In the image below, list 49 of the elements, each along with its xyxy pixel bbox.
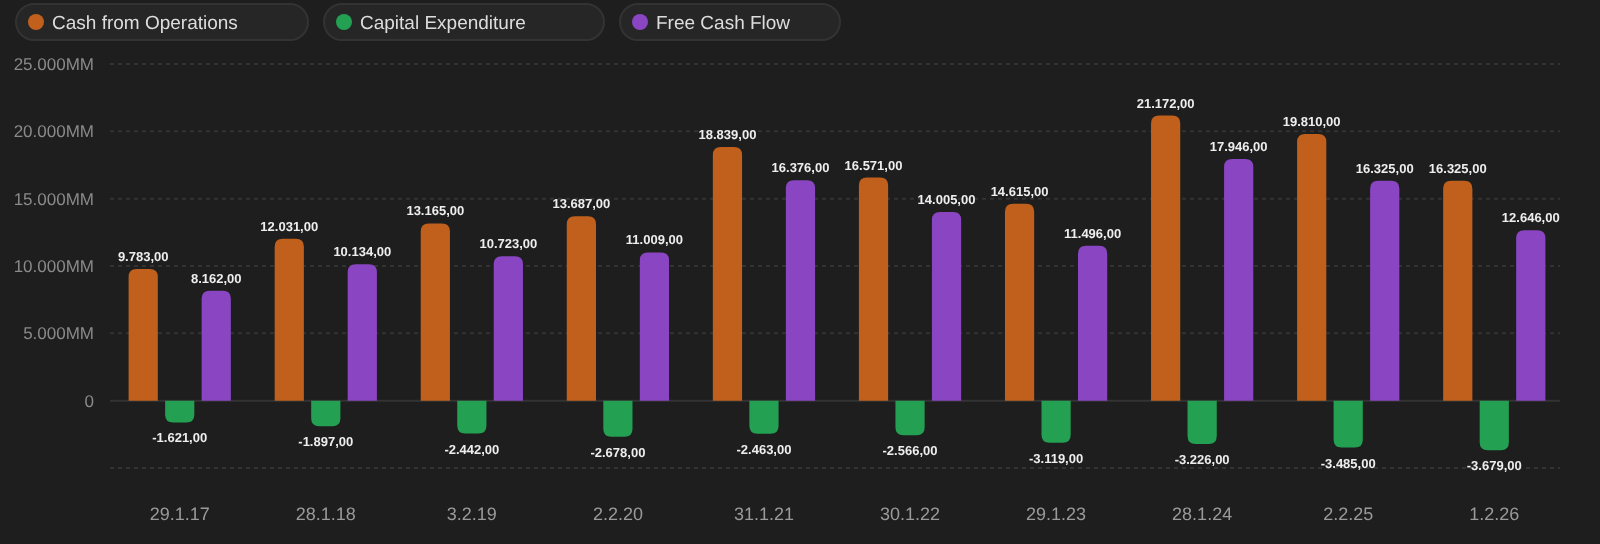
bar [749, 400, 779, 434]
y-tick-label: 10.000MM [13, 256, 94, 276]
x-tick-label: 2.2.25 [1323, 504, 1374, 524]
bar [1443, 180, 1473, 401]
bar [1224, 158, 1254, 401]
bar [420, 223, 450, 401]
bar [785, 180, 816, 401]
bar [165, 400, 195, 423]
bar [347, 264, 377, 401]
legend-label: Capital Expenditure [360, 13, 526, 35]
y-tick-label: 20.000MM [13, 121, 94, 142]
y-tick-label: 25.000MM [13, 54, 94, 74]
bar [712, 146, 743, 401]
bar [311, 400, 341, 427]
bar [1187, 400, 1217, 445]
y-tick-label: 5.000MM [23, 323, 94, 344]
bar [1516, 230, 1546, 401]
x-tick-label: 3.2.19 [446, 504, 497, 524]
bar [1297, 133, 1327, 401]
x-tick-label: 31.1.21 [733, 504, 794, 524]
bar [603, 400, 633, 437]
x-tick-label: 29.1.17 [149, 504, 210, 524]
bar [1041, 400, 1071, 443]
bar [201, 290, 231, 401]
bar [1078, 245, 1108, 401]
y-tick-label: 15.000MM [13, 188, 94, 209]
x-tick-label: 30.1.22 [880, 504, 941, 524]
bar [457, 400, 487, 434]
x-tick-label: 2.2.20 [592, 504, 643, 524]
x-tick-label: 29.1.23 [1026, 504, 1087, 524]
bar [274, 238, 304, 401]
bar [128, 268, 158, 401]
bar [493, 256, 523, 401]
bar [1370, 180, 1400, 401]
legend-label: Cash from Operations [52, 13, 239, 35]
x-tick-label: 28.1.24 [1172, 504, 1233, 524]
bar [931, 212, 962, 401]
bar [858, 177, 889, 401]
bar [895, 400, 925, 436]
legend-label: Free Cash Flow [656, 13, 791, 35]
x-tick-label: 1.2.26 [1469, 504, 1520, 524]
x-tick-label: 28.1.18 [295, 504, 356, 524]
bar [1479, 400, 1509, 451]
bar [639, 252, 670, 401]
bar [1004, 203, 1035, 401]
y-tick-label: 0 [84, 390, 95, 411]
bar [566, 216, 596, 401]
bar [1151, 115, 1181, 401]
bar [1333, 400, 1363, 448]
